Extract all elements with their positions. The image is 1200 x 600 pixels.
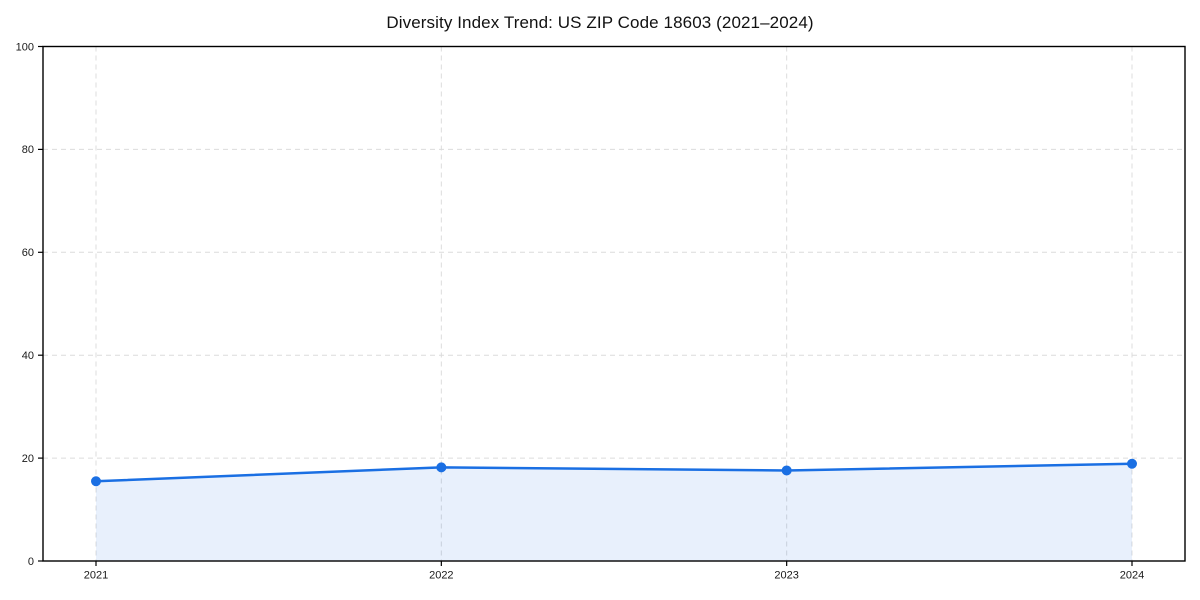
x-tick-label: 2023	[774, 570, 798, 582]
y-tick-label: 100	[16, 41, 34, 53]
chart-title: Diversity Index Trend: US ZIP Code 18603…	[386, 13, 814, 32]
x-tick-label: 2022	[429, 570, 453, 582]
x-tick-label: 2021	[84, 570, 108, 582]
plot-border	[42, 45, 1186, 562]
y-tick-label: 40	[22, 350, 34, 362]
x-tick-label: 2024	[1120, 570, 1144, 582]
y-tick-label: 80	[22, 144, 34, 156]
y-tick-label: 0	[28, 556, 34, 568]
data-line	[94, 462, 1134, 483]
data-point-marker	[1127, 458, 1137, 469]
data-point-marker	[91, 476, 101, 487]
y-tick-label: 60	[22, 247, 34, 259]
data-point-marker	[781, 465, 792, 476]
area-fill	[96, 463, 1132, 561]
y-tick-label: 20	[22, 453, 34, 465]
data-point-marker	[436, 462, 447, 473]
